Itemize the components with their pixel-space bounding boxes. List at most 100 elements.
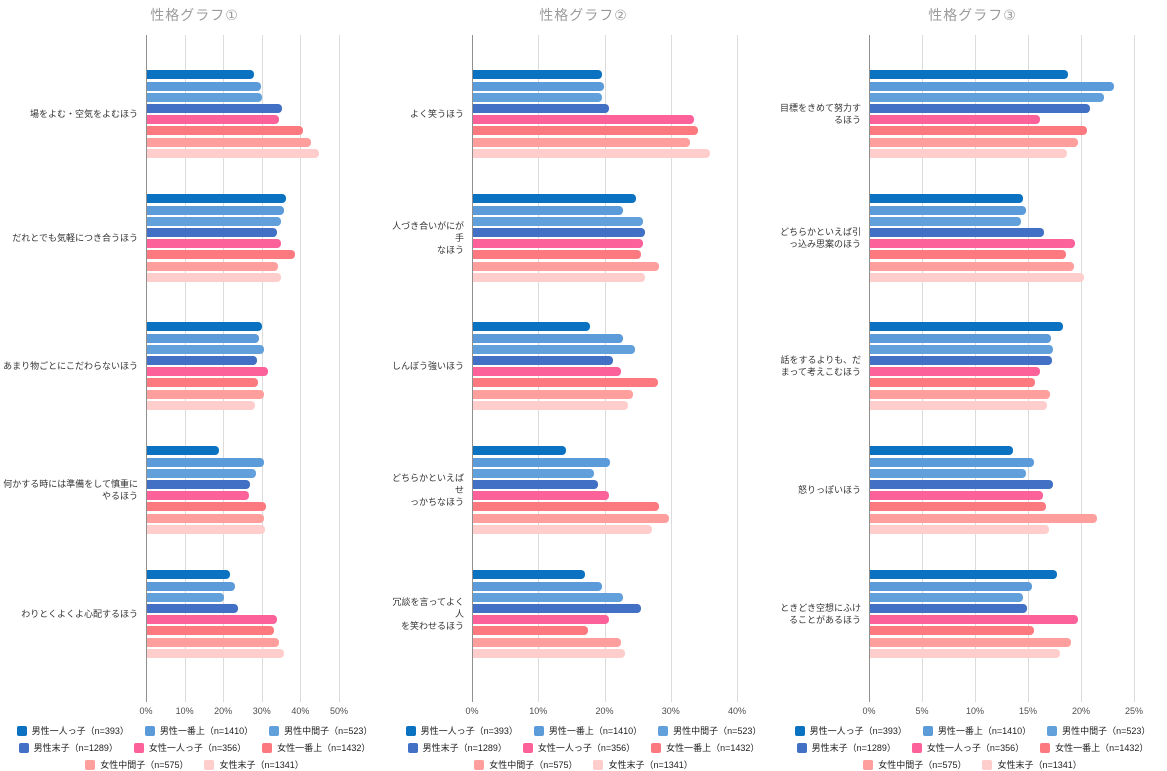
bar-男性一人っ子 [870,70,1069,80]
legend-label: 女性中間子（n=575） [100,760,189,770]
category-label: 怒りっぽいほう [797,484,861,495]
bar-男性一番上 [870,333,1052,343]
bar-女性末子 [147,272,281,282]
legend-item: 男性一人っ子（n=393） [794,724,907,737]
legend: 男性一人っ子（n=393） 男性一番上（n=1410） 男性中間子（n=523） 男性… [0,724,389,771]
bar-男性末子 [473,603,642,613]
legend-item: 男性末子（n=1289） [796,741,896,754]
bar-女性末子 [147,148,319,158]
bar-女性一人っ子 [147,615,277,625]
bar-女性一人っ子 [870,239,1075,249]
bar-女性一人っ子 [473,115,694,125]
bar-女性末子 [870,272,1085,282]
bar-男性末子 [147,103,283,113]
legend-swatch [269,725,280,736]
legend-item: 男性中間子（n=523） [269,724,372,737]
gridline [300,35,302,702]
bar-女性末子 [473,400,629,410]
x-tick-label: 25% [1124,706,1143,716]
bar-男性一番上 [147,81,262,91]
bar-男性一人っ子 [473,446,566,456]
bar-女性一番上 [870,626,1035,636]
legend-item: 女性末子（n=1341） [593,758,693,771]
category-label: 場をよむ・空気をよむほう [29,108,138,119]
bar-男性一人っ子 [473,570,585,580]
bar-女性中間子 [147,389,264,399]
bar-男性一人っ子 [473,322,591,332]
legend-item: 男性末子（n=1289） [18,741,118,754]
legend-swatch [1040,742,1051,753]
bar-女性一人っ子 [473,239,643,249]
bar-男性一人っ子 [147,570,231,580]
bar-女性末子 [870,148,1068,158]
bar-男性一人っ子 [870,194,1023,204]
bar-男性中間子 [147,592,224,602]
category-label: だれとでも気軽につき合うほう [12,232,138,243]
bar-女性末子 [870,400,1048,410]
category-label: どちらかといえばせ っかちなほう [391,472,464,508]
bar-女性一人っ子 [870,491,1043,501]
bar-女性中間子 [473,513,670,523]
legend-item: 女性一人っ子（n=356） [911,741,1025,754]
bar-男性中間子 [870,92,1105,102]
bar-男性一番上 [147,457,265,467]
legend-swatch [474,759,485,770]
gridline [339,35,340,702]
gridline [1134,35,1135,702]
bar-男性末子 [473,227,646,237]
gridline [737,35,738,702]
legend-swatch [522,742,533,753]
y-axis-line [146,35,147,702]
category-label: ときどき空想にふけ ることがあるほう [780,602,861,625]
bar-男性中間子 [473,92,602,102]
legend-label: 男性一番上（n=1410） [159,726,254,736]
bar-女性一人っ子 [473,367,621,377]
legend-swatch [593,759,604,770]
legend-row: 男性一人っ子（n=393） 男性一番上（n=1410） 男性中間子（n=523） [16,724,372,737]
category-label: 人づき合いがにが手 なほう [392,220,464,256]
x-tick-label: 5% [915,706,929,716]
legend-label: 男性一人っ子（n=393） [31,726,129,736]
bar-男性一人っ子 [147,322,262,332]
bar-男性中間子 [147,216,281,226]
legend-row: 男性末子（n=1289） 女性一人っ子（n=356） 女性一番上（n=1432） [407,741,759,754]
legend-item: 女性末子（n=1341） [982,758,1082,771]
x-tick-label: 30% [252,706,271,716]
legend-label: 男性一番上（n=1410） [937,726,1032,736]
bar-男性中間子 [870,344,1054,354]
bar-男性末子 [147,355,257,365]
category-label: よく笑うほう [409,108,464,119]
bar-男性一人っ子 [147,194,286,204]
legend-swatch [533,725,544,736]
legend-row: 男性末子（n=1289） 女性一人っ子（n=356） 女性一番上（n=1432） [18,741,371,754]
bar-女性一番上 [870,378,1036,388]
bar-男性一番上 [473,333,624,343]
legend: 男性一人っ子（n=393） 男性一番上（n=1410） 男性中間子（n=523） 男性… [778,724,1167,771]
category-label: しんぼう強いほう [391,360,464,371]
bar-男性一番上 [870,581,1033,591]
chart-title: 性格グラフ③ [928,7,1017,23]
legend-label: 女性一人っ子（n=356） [148,743,247,753]
legend-swatch [407,742,418,753]
bar-男性末子 [870,355,1053,365]
bar-女性末子 [473,648,626,658]
bar-女性末子 [147,400,255,410]
legend-row: 男性一人っ子（n=393） 男性一番上（n=1410） 男性中間子（n=523） [405,724,761,737]
bar-女性一番上 [473,502,659,512]
legend-label: 女性一人っ子（n=356） [926,743,1025,753]
bar-男性末子 [473,479,598,489]
legend-swatch [922,725,933,736]
legend-item: 男性中間子（n=523） [1047,724,1150,737]
legend-swatch [863,759,874,770]
legend-label: 男性末子（n=1289） [422,743,507,753]
legend-label: 女性一番上（n=1432） [277,743,371,753]
legend-swatch [144,725,155,736]
bar-男性一番上 [147,581,235,591]
bar-男性末子 [473,355,613,365]
legend-swatch [911,742,922,753]
category-label: どちらかといえば引 っ込み思案のほう [780,226,862,249]
bar-男性末子 [870,227,1044,237]
bar-女性一番上 [870,126,1088,136]
x-tick-label: 20% [1071,706,1090,716]
legend-row: 女性中間子（n=575） 女性末子（n=1341） [85,758,304,771]
